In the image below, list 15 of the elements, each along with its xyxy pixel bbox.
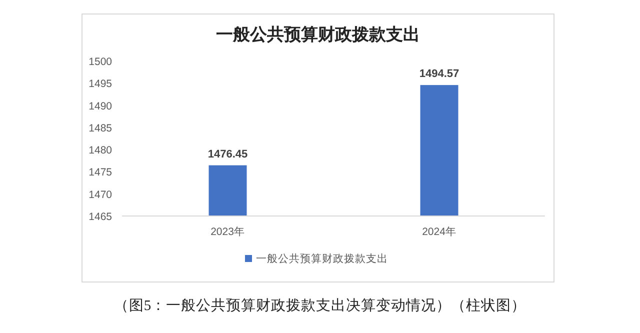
y-tick-label: 1485	[88, 122, 112, 134]
y-tick-label: 1465	[88, 211, 112, 223]
y-tick-label: 1480	[88, 144, 112, 157]
data-label: 1476.45	[208, 148, 248, 160]
legend-label: 一般公共预算财政拨款支出	[256, 252, 388, 265]
y-tick-label: 1500	[88, 56, 112, 68]
y-tick-label: 1475	[88, 166, 112, 179]
y-tick-label: 1470	[88, 188, 112, 201]
text: （图5：一般公共预算财政拨款支出决算变动情况）（柱状图）	[114, 297, 526, 314]
y-tick-label: 1490	[88, 100, 112, 112]
chart-title: 一般公共预算财政拨款支出	[216, 25, 420, 44]
x-tick-label: 2023年	[210, 226, 245, 238]
x-tick-label: 2024年	[422, 226, 456, 238]
y-tick-label: 1495	[88, 78, 112, 90]
data-label: 1494.57	[419, 68, 460, 80]
